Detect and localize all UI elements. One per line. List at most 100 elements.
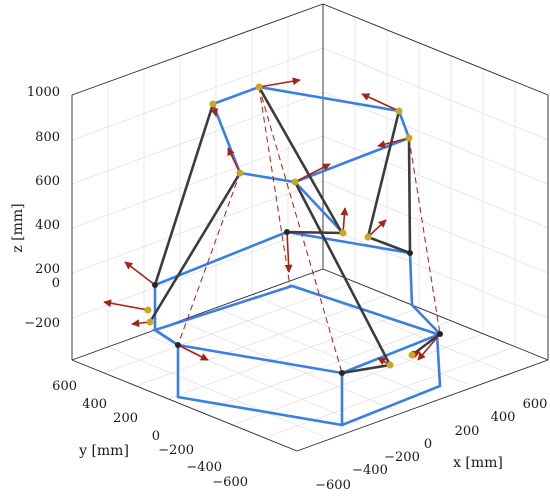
line-mark (263, 346, 516, 439)
line-mark (103, 299, 149, 311)
joint (284, 229, 290, 235)
x-tick: −400 (352, 463, 388, 478)
line-mark (322, 135, 549, 229)
line-mark (258, 86, 343, 374)
x-tick: 400 (491, 410, 516, 425)
line-mark (167, 307, 420, 400)
z-tick: −200 (24, 316, 60, 331)
line-mark (293, 180, 345, 235)
line-mark (294, 163, 331, 183)
z-axis-label: z [mm] (10, 203, 26, 252)
line-mark (71, 359, 298, 452)
line-mark (361, 93, 400, 112)
joints-top (144, 83, 416, 369)
y-tick: −200 (158, 443, 194, 458)
line-mark (340, 332, 442, 375)
x-axis-label: x [mm] (453, 455, 503, 471)
line-mark (71, 180, 324, 274)
line-mark (227, 147, 241, 174)
line-mark (143, 333, 360, 424)
line-mark (417, 333, 441, 361)
joint (405, 134, 413, 142)
line-mark (231, 333, 484, 426)
line-mark (153, 328, 180, 347)
line-mark (410, 303, 442, 336)
joint (408, 351, 416, 359)
x-tick: 600 (523, 397, 548, 412)
joint (236, 169, 244, 177)
line-mark (177, 344, 209, 361)
legs (148, 85, 442, 375)
line-mark (176, 343, 344, 375)
joint (339, 370, 345, 376)
line-mark (322, 3, 549, 96)
line-mark (296, 359, 549, 452)
joint (386, 361, 394, 369)
joint (339, 229, 347, 237)
line-mark (367, 219, 387, 238)
line-mark (153, 230, 289, 287)
line-mark (322, 180, 549, 274)
line-mark (124, 261, 156, 286)
z-tick: 600 (35, 174, 60, 189)
line-mark (408, 251, 414, 307)
line-mark (377, 137, 410, 149)
line-mark (179, 320, 396, 411)
line-mark (215, 307, 432, 398)
line-mark (285, 230, 412, 255)
line-mark (148, 171, 242, 324)
line-mark (366, 109, 401, 239)
line-mark (322, 268, 549, 361)
line-mark (71, 47, 324, 141)
y-tick: 0 (152, 429, 160, 444)
x-tick-labels: −600 −400 −200 0 200 400 600 (315, 397, 547, 493)
joint (152, 282, 158, 288)
y-axis-label: y [mm] (78, 443, 129, 459)
line-mark (322, 225, 549, 319)
z-tick: 800 (35, 130, 60, 145)
line-mark (407, 136, 412, 255)
dashed-lines (177, 86, 441, 374)
line-mark (153, 102, 215, 287)
y-tick: 600 (52, 379, 77, 394)
y-tick: −600 (212, 475, 248, 490)
line-mark (340, 207, 349, 234)
line-mark (199, 320, 452, 413)
y-tick: 200 (113, 411, 138, 426)
z-tick: 0 (52, 276, 60, 291)
line-mark (257, 85, 344, 235)
line-mark (408, 137, 441, 335)
line-mark (71, 135, 324, 229)
joint (209, 100, 217, 108)
line-mark (107, 346, 324, 437)
z-tick: 1000 (27, 85, 60, 100)
joint (144, 306, 152, 314)
joint (175, 342, 181, 348)
line-mark (284, 231, 293, 273)
joint (407, 250, 413, 256)
line-mark (177, 172, 241, 346)
line-mark (366, 235, 412, 255)
joint (255, 83, 263, 91)
z-tick: 400 (35, 218, 60, 233)
z-tick-labels: 1000 800 600 400 200 0 −200 (24, 85, 60, 331)
y-tick: −400 (186, 460, 222, 475)
joint (437, 331, 443, 337)
force-arrows (103, 77, 441, 366)
joint (146, 318, 154, 326)
joint (395, 107, 403, 115)
x-tick: −200 (384, 450, 420, 465)
y-tick: 400 (82, 397, 107, 412)
joints-bottom (152, 229, 443, 376)
line-mark (71, 268, 324, 361)
line-mark (71, 91, 324, 185)
x-tick: 200 (455, 424, 480, 439)
line-mark (258, 77, 301, 88)
line-mark (258, 86, 291, 287)
line-mark (71, 3, 324, 96)
polyline-mark (152, 284, 442, 427)
line-mark (251, 294, 468, 385)
joint (291, 178, 299, 186)
